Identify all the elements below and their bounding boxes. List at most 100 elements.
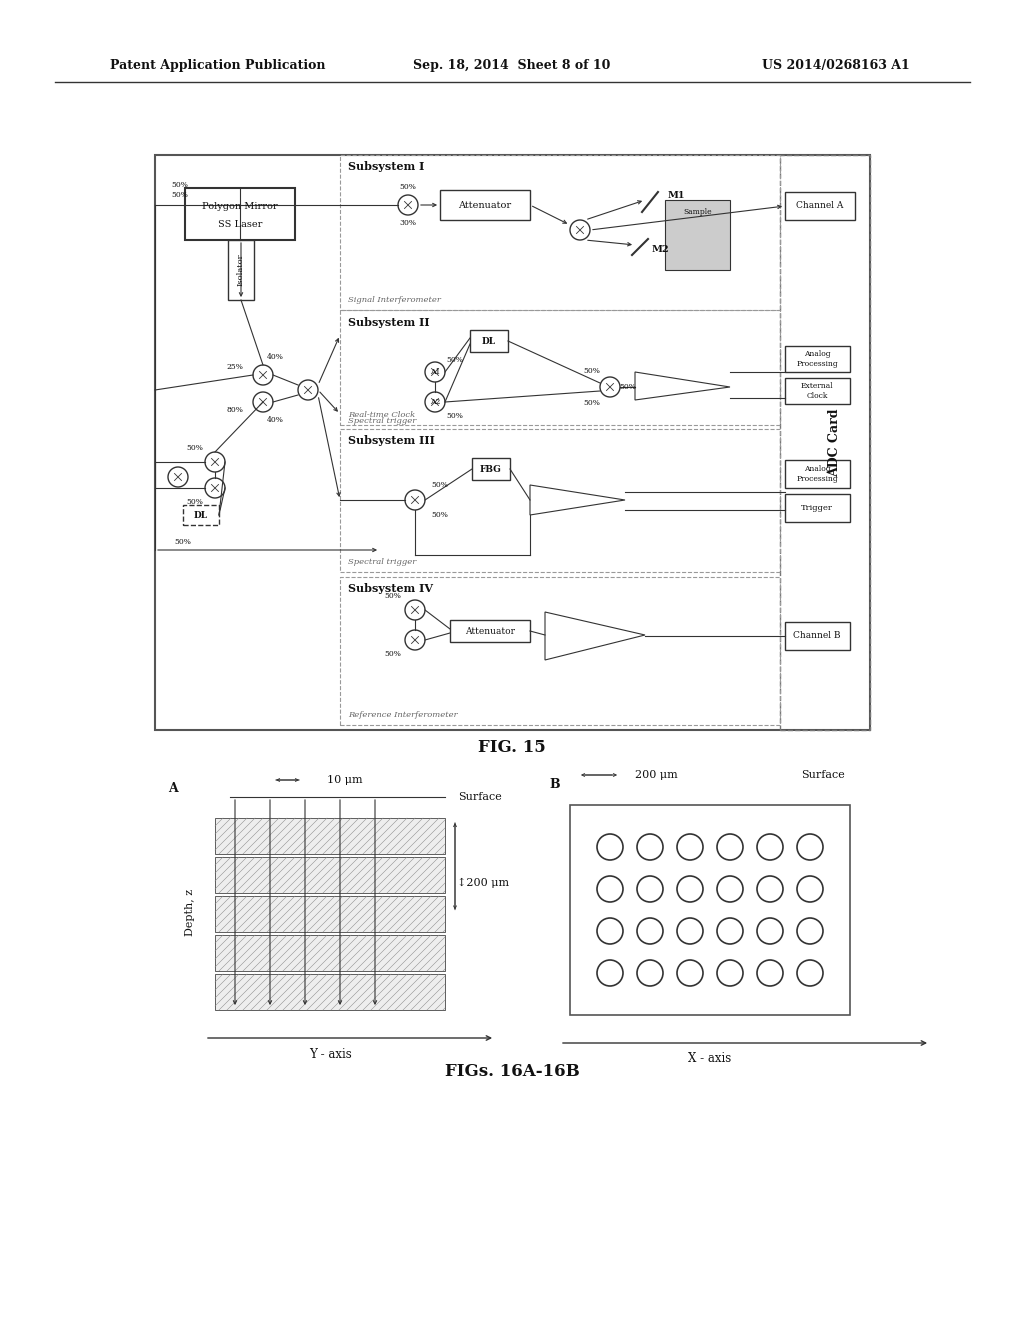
Text: FIGs. 16A-16B: FIGs. 16A-16B [444, 1064, 580, 1081]
Circle shape [205, 478, 225, 498]
Text: A1: A1 [430, 368, 440, 376]
Bar [183, 506, 219, 525]
Text: US 2014/0268163 A1: US 2014/0268163 A1 [762, 58, 910, 71]
Text: 80%: 80% [226, 407, 244, 414]
Circle shape [597, 917, 623, 944]
Text: Sep. 18, 2014  Sheet 8 of 10: Sep. 18, 2014 Sheet 8 of 10 [414, 58, 610, 71]
Bar [185, 187, 295, 240]
Text: B: B [549, 777, 560, 791]
Text: 200 μm: 200 μm [635, 770, 678, 780]
Circle shape [637, 834, 663, 861]
Text: 50%: 50% [431, 480, 449, 488]
Text: M2: M2 [652, 246, 670, 255]
Text: 50%: 50% [620, 383, 637, 391]
Text: 50%: 50% [172, 181, 188, 189]
Text: Reference Interferometer: Reference Interferometer [348, 711, 458, 719]
Circle shape [637, 917, 663, 944]
Text: Subsystem IV: Subsystem IV [348, 583, 433, 594]
Circle shape [425, 392, 445, 412]
Text: 40%: 40% [266, 352, 284, 360]
Text: 25%: 25% [226, 363, 244, 371]
Circle shape [600, 378, 620, 397]
Text: Surface: Surface [801, 770, 845, 780]
Text: A: A [168, 781, 178, 795]
Text: 50%: 50% [431, 511, 449, 519]
Text: 50%: 50% [186, 498, 204, 506]
Text: 50%: 50% [584, 399, 600, 407]
Circle shape [597, 960, 623, 986]
Text: 40%: 40% [266, 416, 284, 424]
Circle shape [597, 876, 623, 902]
Text: DL: DL [482, 337, 496, 346]
Circle shape [797, 917, 823, 944]
Text: 50%: 50% [446, 412, 464, 420]
Text: Signal Interferometer: Signal Interferometer [348, 296, 441, 304]
Circle shape [717, 834, 743, 861]
Bar [472, 458, 510, 480]
Bar [785, 622, 850, 649]
Bar [785, 346, 850, 372]
Circle shape [797, 876, 823, 902]
Text: 10 μm: 10 μm [327, 775, 362, 785]
Circle shape [637, 960, 663, 986]
Bar [340, 577, 780, 725]
Text: DL: DL [194, 511, 208, 520]
Text: FIG. 15: FIG. 15 [478, 739, 546, 756]
Text: ↕200 μm: ↕200 μm [457, 878, 509, 888]
Bar [785, 191, 855, 220]
Circle shape [757, 917, 783, 944]
Circle shape [757, 960, 783, 986]
Text: Isolator: Isolator [237, 253, 245, 286]
Circle shape [677, 917, 703, 944]
Circle shape [425, 362, 445, 381]
Bar [785, 494, 850, 521]
Circle shape [677, 960, 703, 986]
Text: 50%: 50% [385, 649, 401, 657]
Text: Attenuator: Attenuator [459, 201, 512, 210]
Bar [785, 378, 850, 404]
Circle shape [717, 876, 743, 902]
Text: Trigger: Trigger [801, 504, 833, 512]
Text: Channel A: Channel A [797, 202, 844, 210]
Text: External
Clock: External Clock [801, 383, 834, 400]
Circle shape [406, 490, 425, 510]
Circle shape [253, 392, 273, 412]
Bar [450, 620, 530, 642]
Circle shape [597, 834, 623, 861]
Text: FBG: FBG [480, 465, 502, 474]
Text: 50%: 50% [584, 367, 600, 375]
Text: Subsystem I: Subsystem I [348, 161, 424, 173]
Text: 50%: 50% [172, 191, 188, 199]
Circle shape [637, 876, 663, 902]
Text: Patent Application Publication: Patent Application Publication [110, 58, 326, 71]
Text: 50%: 50% [186, 444, 204, 451]
Text: M1: M1 [668, 190, 685, 199]
Bar [780, 154, 870, 730]
Circle shape [406, 601, 425, 620]
Circle shape [168, 467, 188, 487]
Circle shape [253, 366, 273, 385]
Circle shape [717, 960, 743, 986]
Text: Channel B: Channel B [794, 631, 841, 640]
Text: Sample: Sample [683, 209, 712, 216]
Text: Polygon Mirror: Polygon Mirror [202, 202, 278, 211]
Circle shape [797, 834, 823, 861]
Text: Depth, z: Depth, z [185, 888, 195, 936]
Bar [340, 310, 780, 425]
Text: A2: A2 [430, 399, 440, 407]
Bar [785, 459, 850, 488]
Text: Attenuator: Attenuator [465, 627, 515, 635]
Bar [470, 330, 508, 352]
Text: 50%: 50% [399, 183, 417, 191]
Bar [340, 429, 780, 572]
Circle shape [205, 451, 225, 473]
Text: ADC Card: ADC Card [828, 409, 842, 478]
Bar [215, 935, 445, 972]
Bar [665, 201, 730, 271]
Bar [228, 240, 254, 300]
Bar [215, 818, 445, 854]
Bar [340, 154, 780, 310]
Text: X - axis: X - axis [688, 1052, 731, 1065]
Text: Y - axis: Y - axis [308, 1048, 351, 1060]
Circle shape [298, 380, 318, 400]
